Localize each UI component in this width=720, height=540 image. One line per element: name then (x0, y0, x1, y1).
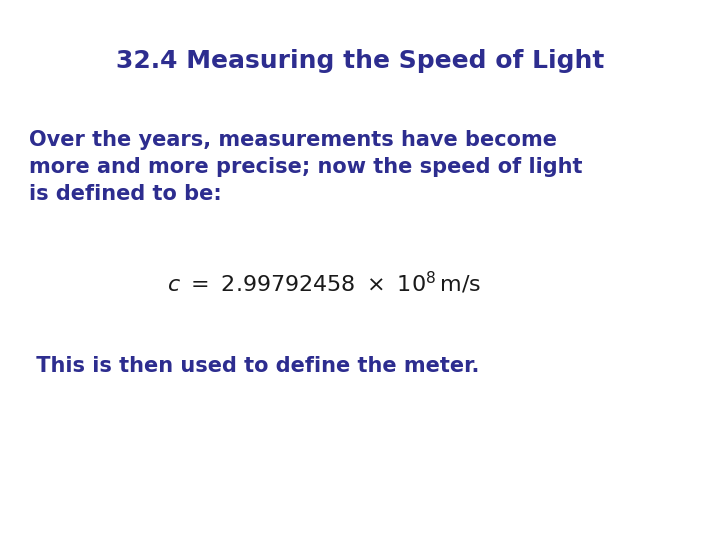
Text: 32.4 Measuring the Speed of Light: 32.4 Measuring the Speed of Light (116, 49, 604, 72)
Text: This is then used to define the meter.: This is then used to define the meter. (29, 356, 480, 376)
Text: $c\ =\ 2.99792458\ \times\ 10^{8}\,\mathrm{m/s}$: $c\ =\ 2.99792458\ \times\ 10^{8}\,\math… (167, 270, 481, 296)
Text: Over the years, measurements have become
more and more precise; now the speed of: Over the years, measurements have become… (29, 130, 582, 204)
